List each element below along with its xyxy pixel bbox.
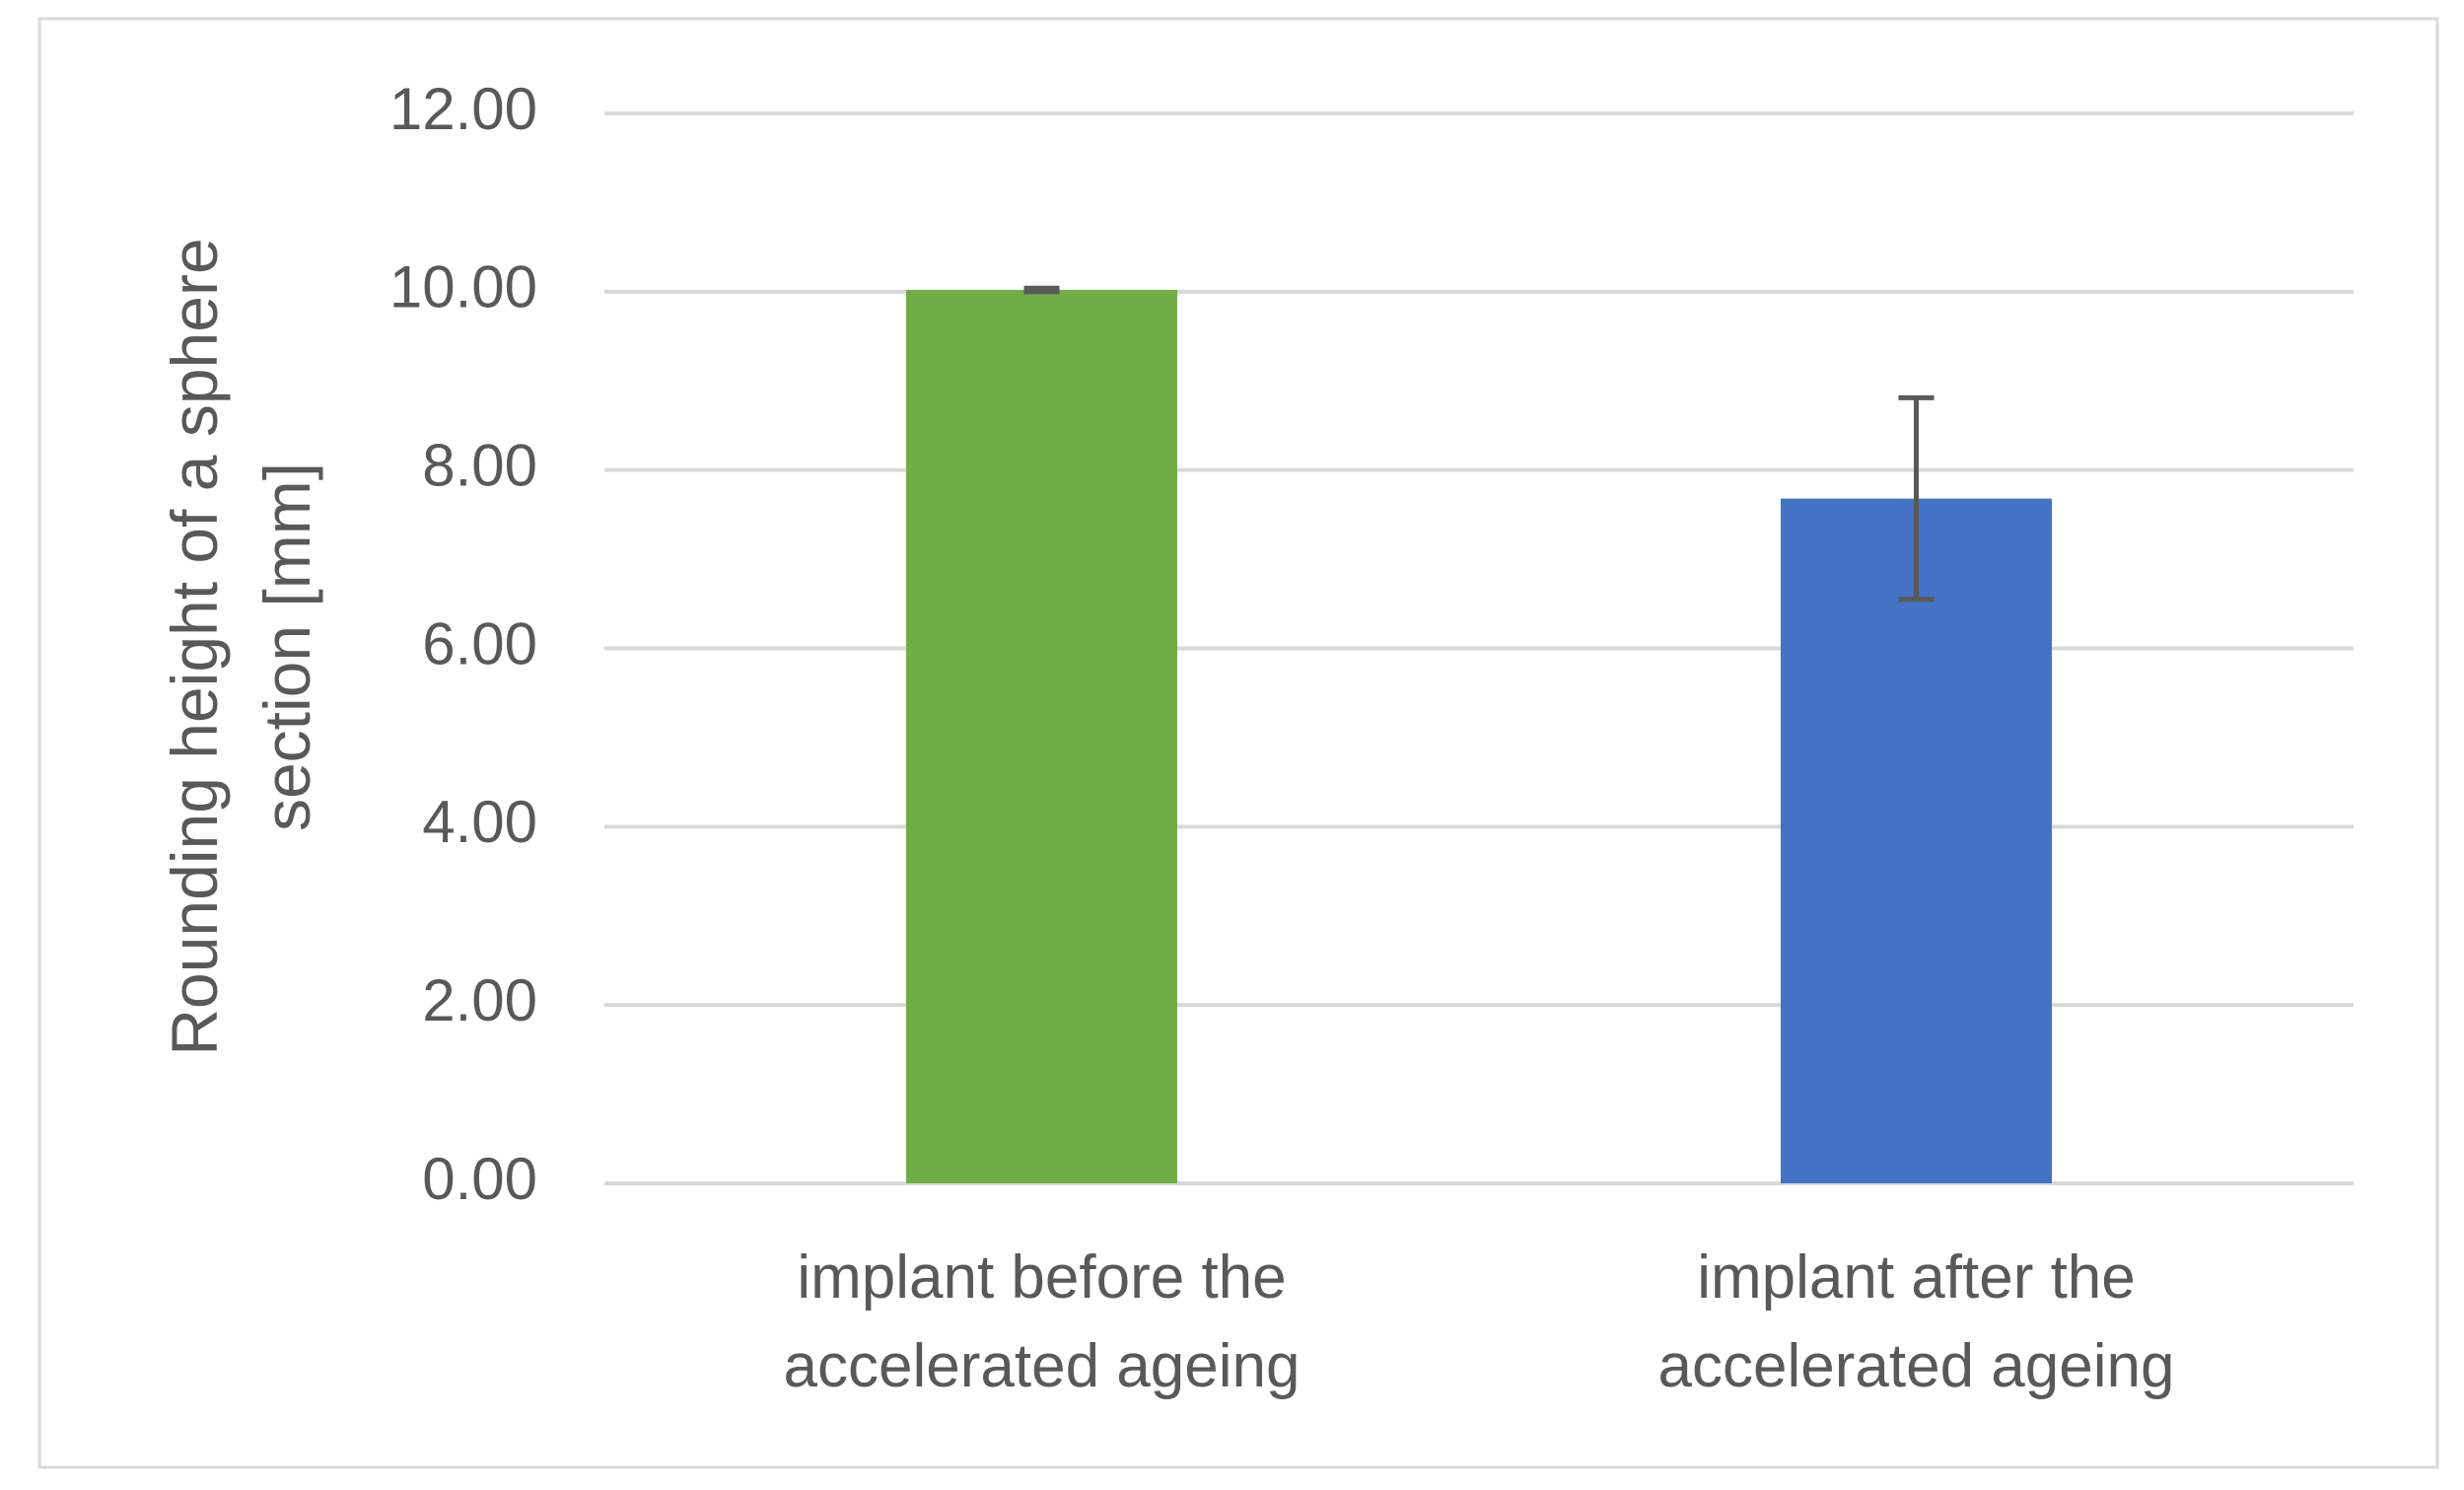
y-tick-label: 4.00 (422, 789, 537, 855)
bar (906, 290, 1177, 1183)
y-tick-label: 10.00 (389, 254, 537, 320)
y-tick-label: 8.00 (422, 433, 537, 499)
bar (1781, 498, 2052, 1184)
y-tick-label: 0.00 (422, 1146, 537, 1212)
y-tick-label: 6.00 (422, 610, 537, 676)
x-tick-label: implant before the accelerated ageing (784, 1243, 1301, 1400)
error-bar (1898, 394, 1935, 603)
y-axis-title: Rounding height of a sphere section [mm] (158, 238, 323, 1055)
x-tick-label: implant after the accelerated ageing (1658, 1243, 2175, 1400)
y-tick-label: 12.00 (389, 76, 537, 142)
y-tick-label: 2.00 (422, 967, 537, 1033)
error-bar (1023, 285, 1060, 295)
